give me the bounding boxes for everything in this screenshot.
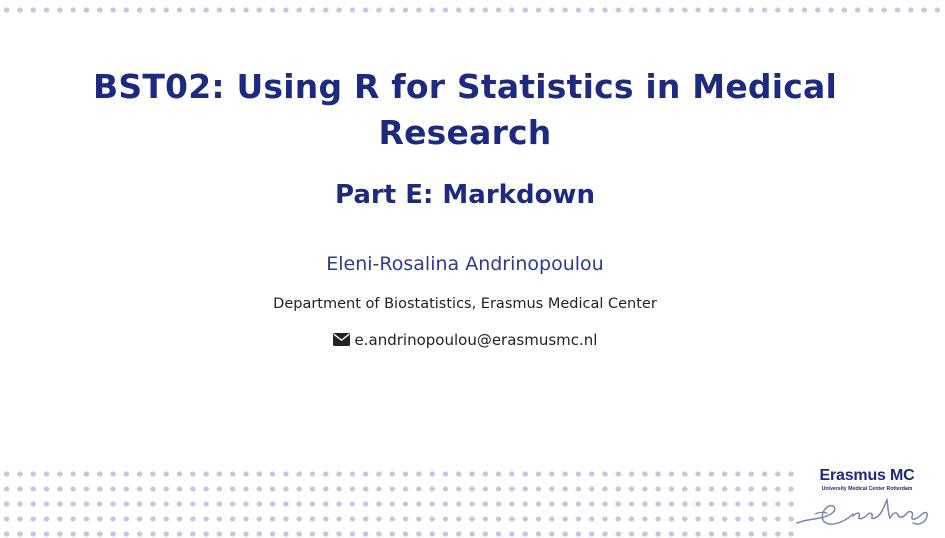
author-name: Eleni-Rosalina Andrinopoulou xyxy=(326,253,604,275)
top-dotted-border xyxy=(0,6,945,14)
bottom-dotted-pattern xyxy=(0,485,800,493)
envelope-icon xyxy=(332,333,350,346)
bottom-dotted-pattern xyxy=(0,470,800,478)
author-affiliation: Department of Biostatistics, Erasmus Med… xyxy=(273,296,657,312)
erasmus-mc-logo: Erasmus MC University Medical Center Rot… xyxy=(795,466,941,528)
bottom-dotted-pattern xyxy=(0,515,800,523)
logo-name: Erasmus MC xyxy=(819,467,915,484)
slide-subtitle: Part E: Markdown xyxy=(335,180,595,210)
erasmus-signature-icon xyxy=(796,497,928,525)
author-email-row: e.andrinopoulou@erasmusmc.nl xyxy=(0,330,930,350)
email-link[interactable]: e.andrinopoulou@erasmusmc.nl xyxy=(354,331,598,349)
slide-title: BST02: Using R for Statistics in Medical… xyxy=(93,67,837,152)
bottom-dotted-pattern xyxy=(0,500,800,508)
bottom-dotted-pattern xyxy=(0,530,800,538)
logo-tagline: University Medical Center Rotterdam xyxy=(821,486,913,492)
